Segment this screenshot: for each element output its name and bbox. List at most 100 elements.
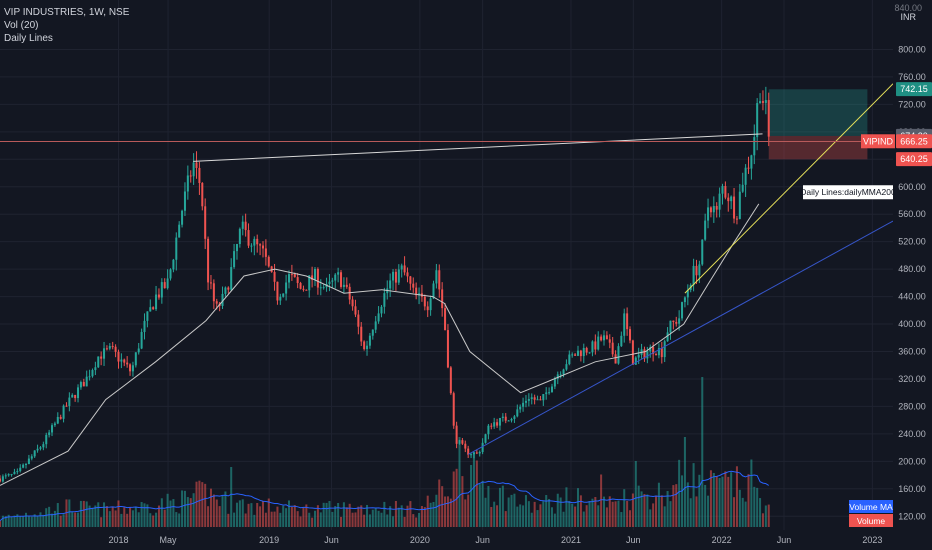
volume-bar xyxy=(178,513,181,527)
candle-body xyxy=(600,336,603,341)
volume-bar xyxy=(247,503,250,527)
volume-bar xyxy=(409,501,412,527)
volume-bar xyxy=(328,501,331,527)
candle-body xyxy=(357,314,360,327)
candle-body xyxy=(250,245,253,247)
volume-bar xyxy=(501,485,504,527)
candle-body xyxy=(4,475,7,477)
time-tick: 2019 xyxy=(259,535,279,545)
candle-body xyxy=(137,348,140,353)
candle-body xyxy=(100,356,103,359)
volume-bar xyxy=(282,505,285,527)
candle-body xyxy=(189,175,192,177)
volume-bar xyxy=(559,497,562,527)
currency-selector[interactable]: 840.00 INR xyxy=(894,4,922,22)
volume-bar xyxy=(105,506,108,527)
volume-bar xyxy=(735,466,738,527)
candle-body xyxy=(368,335,371,346)
candle-body xyxy=(744,167,747,185)
candle-body xyxy=(539,399,542,401)
volume-bar xyxy=(279,512,282,527)
candle-body xyxy=(707,207,710,221)
candle-body xyxy=(313,268,317,280)
volume-bar xyxy=(134,506,137,527)
volume-bar xyxy=(591,498,594,527)
volume-bar xyxy=(189,498,192,527)
volume-bar xyxy=(108,511,111,527)
symbol-title[interactable]: VIP INDUSTRIES, 1W, NSE xyxy=(4,7,130,18)
candle-body xyxy=(94,367,97,371)
volume-indicator-label[interactable]: Vol (20) xyxy=(4,20,39,31)
volume-bar xyxy=(221,495,224,527)
volume-bar xyxy=(331,511,334,527)
volume-bar xyxy=(487,486,490,527)
volume-bar xyxy=(527,501,530,527)
candle-body xyxy=(134,352,137,366)
price-tick: 320.00 xyxy=(898,374,926,384)
volume-bar xyxy=(634,461,637,527)
volume-bar xyxy=(88,505,91,527)
volume-bar xyxy=(293,505,296,527)
candle-body xyxy=(660,348,663,358)
candle-body xyxy=(108,346,111,349)
volume-bar xyxy=(588,501,591,527)
candle-body xyxy=(1,476,4,482)
time-axis-bg xyxy=(0,530,932,550)
candle-body xyxy=(103,348,106,359)
volume-bar xyxy=(389,506,392,527)
candle-body xyxy=(672,320,675,322)
volume-bar xyxy=(646,494,649,527)
volume-bar xyxy=(545,495,548,527)
candle-body xyxy=(669,320,672,333)
volume-bar xyxy=(181,490,184,527)
volume-bar xyxy=(727,476,730,527)
candle-body xyxy=(316,268,319,288)
candle-body xyxy=(727,197,730,202)
candle-body xyxy=(267,256,270,267)
candle-body xyxy=(152,307,155,310)
volume-bar xyxy=(308,512,311,527)
volume-bar xyxy=(608,496,611,527)
volume-bar xyxy=(441,486,444,527)
volume-bar xyxy=(261,500,264,527)
volume-bar xyxy=(137,512,140,527)
trendline-white xyxy=(193,133,763,162)
volume-bar xyxy=(576,488,580,527)
trendlines[interactable] xyxy=(193,83,894,455)
volume-bar xyxy=(82,500,85,527)
candle-body xyxy=(215,301,218,304)
candle-body xyxy=(319,287,322,289)
volume-bar xyxy=(458,437,461,527)
candle-body xyxy=(516,409,519,417)
candle-body xyxy=(270,266,273,273)
time-tick: May xyxy=(160,535,178,545)
volume-bar xyxy=(666,491,669,527)
volume-bar xyxy=(42,514,45,527)
time-axis[interactable]: 2018 May 2019 Jun 2020 Jun 2021 Jun 2022 Jun 2023 xyxy=(0,530,932,550)
volume-bar xyxy=(311,517,314,527)
candle-body xyxy=(351,299,354,307)
volume-bar xyxy=(273,511,276,527)
candle-body xyxy=(380,306,383,314)
candle-body xyxy=(186,175,189,192)
candle-body xyxy=(730,196,733,202)
candle-body xyxy=(617,346,620,364)
candle-body xyxy=(559,374,562,376)
candle-body xyxy=(328,281,331,285)
daily-lines-indicator-label[interactable]: Daily Lines xyxy=(4,33,53,44)
candle-body xyxy=(484,434,487,443)
symbol-tag-label: VIPIND xyxy=(863,136,894,146)
candle-body xyxy=(553,378,556,387)
candle-body xyxy=(16,471,19,473)
volume-bar xyxy=(305,504,308,527)
volume-bar xyxy=(435,494,438,527)
candle-body xyxy=(62,405,65,419)
time-tick: 2021 xyxy=(561,535,581,545)
volume-bar xyxy=(238,500,241,527)
volume-bar xyxy=(91,507,94,527)
candle-body xyxy=(429,298,432,311)
volume-label-text: Volume MA xyxy=(849,502,893,512)
candle-body xyxy=(423,296,426,307)
volume-bar xyxy=(363,514,366,527)
